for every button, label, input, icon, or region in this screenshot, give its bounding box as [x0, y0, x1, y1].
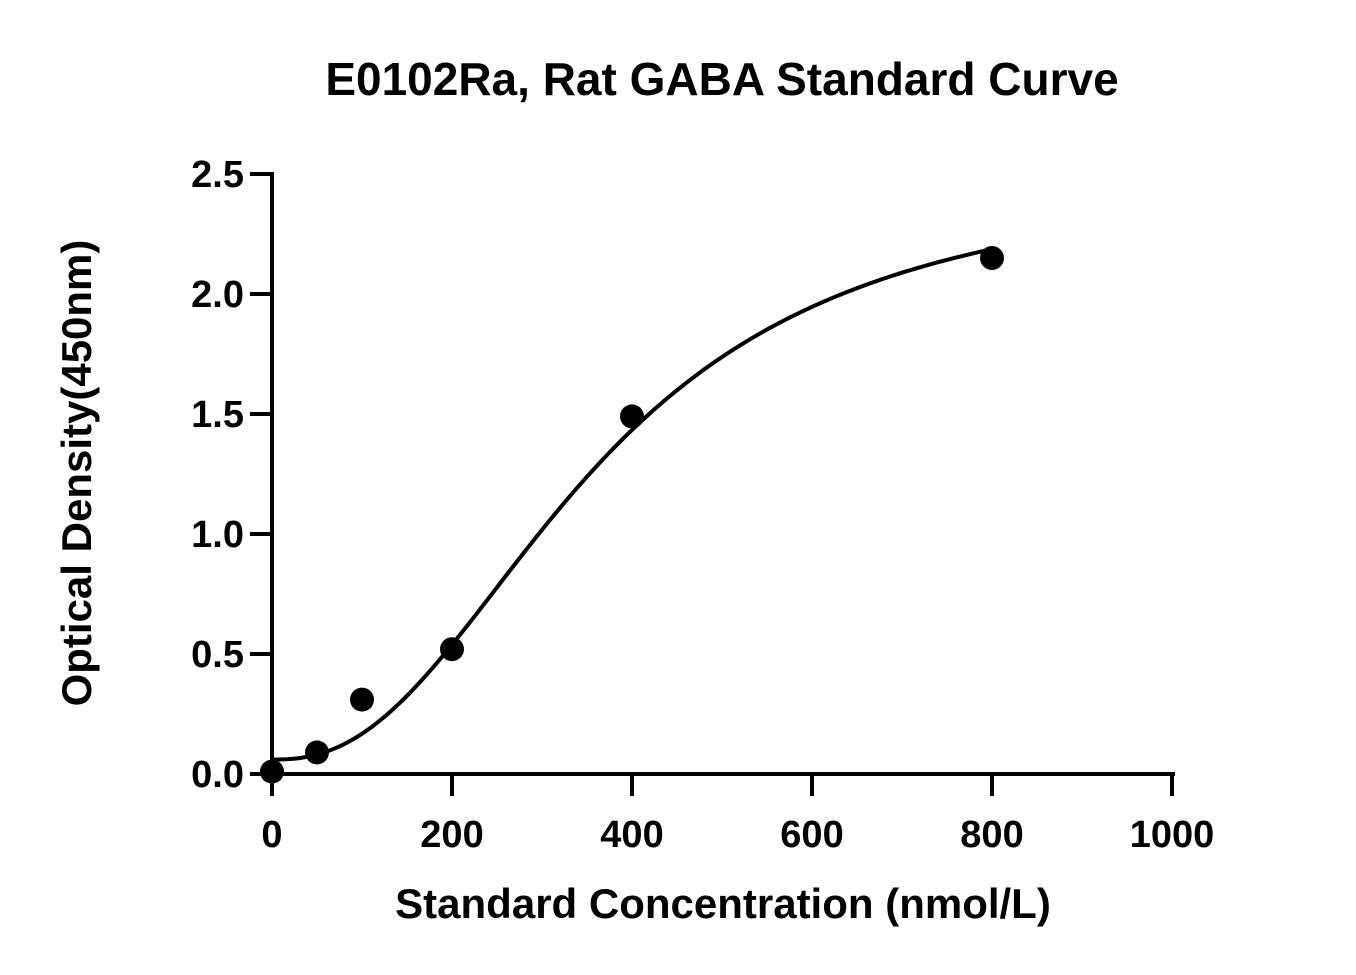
- data-point: [440, 637, 464, 662]
- x-tick-label: 200: [420, 814, 483, 856]
- x-tick-label: 600: [780, 814, 843, 856]
- fit-curve: [271, 247, 993, 762]
- y-tick-label: 1.0: [191, 514, 244, 556]
- data-points: [260, 246, 1004, 784]
- x-axis-label: Standard Concentration (nmol/L): [395, 880, 1051, 927]
- y-tick-label: 2.0: [191, 274, 244, 316]
- y-axis: 0.0 0.5 1.0 1.5 2.0 2.5: [191, 154, 274, 796]
- x-tick-label: 1000: [1130, 814, 1215, 856]
- y-tick-label: 0.0: [191, 754, 244, 796]
- data-point: [350, 687, 374, 712]
- y-tick-label: 2.5: [191, 154, 244, 196]
- x-tick-label: 800: [960, 814, 1023, 856]
- y-tick-label: 1.5: [191, 394, 244, 436]
- y-ticks: 0.0 0.5 1.0 1.5 2.0 2.5: [191, 154, 272, 796]
- data-point: [260, 759, 284, 784]
- data-point: [305, 740, 329, 765]
- x-axis: 0 200 400 600 800 1000: [261, 772, 1214, 856]
- x-tick-label: 0: [261, 814, 282, 856]
- x-ticks: 0 200 400 600 800 1000: [261, 774, 1214, 856]
- y-axis-label: Optical Density(450nm): [53, 240, 100, 707]
- x-tick-label: 400: [600, 814, 663, 856]
- y-tick-label: 0.5: [191, 634, 244, 676]
- data-point: [620, 404, 644, 429]
- chart-title: E0102Ra, Rat GABA Standard Curve: [325, 53, 1118, 105]
- data-point: [980, 246, 1004, 270]
